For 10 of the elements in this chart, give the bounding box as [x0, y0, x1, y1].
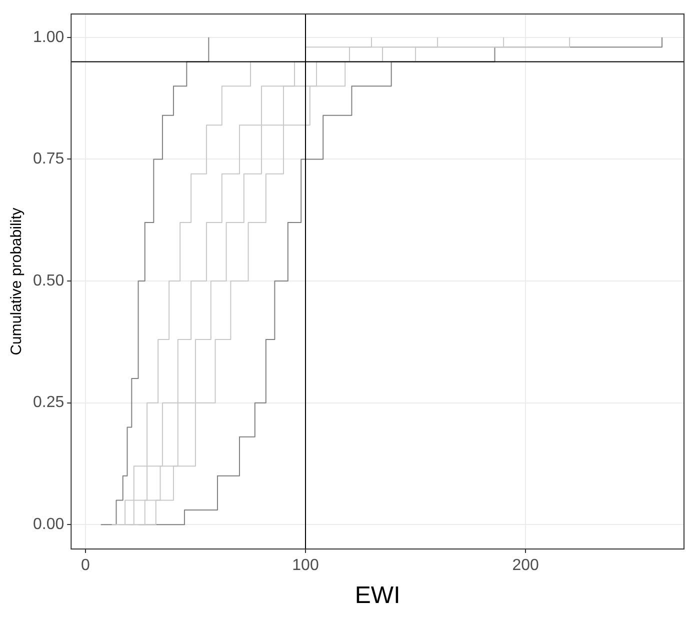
y-tick-label: 0.00 [33, 516, 64, 534]
x-tick-label: 200 [512, 557, 540, 574]
y-axis-title: Cumulative probability [8, 207, 26, 356]
x-axis-title: EWI [354, 582, 400, 610]
x-tick-label: 0 [80, 557, 90, 574]
x-tick-label: 100 [292, 557, 319, 574]
y-tick-label: 0.75 [33, 150, 64, 168]
y-tick-label: 0.50 [33, 272, 64, 290]
y-tick-label: 1.00 [33, 28, 64, 46]
y-tick-label: 0.25 [33, 394, 64, 412]
